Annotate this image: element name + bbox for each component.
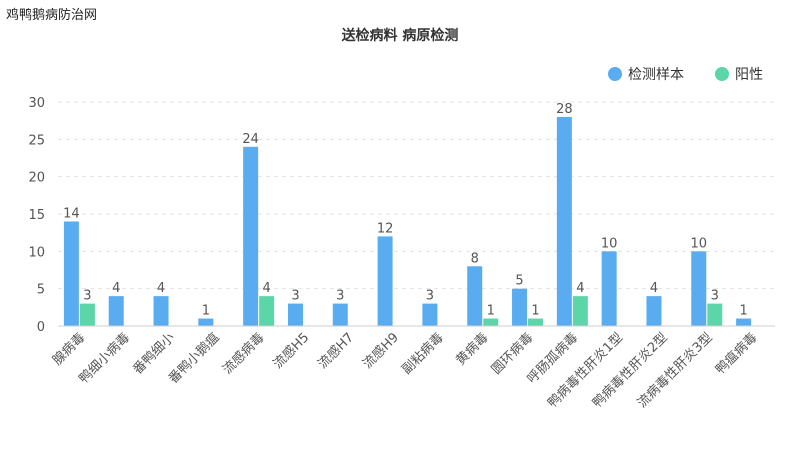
data-label: 4	[263, 281, 271, 296]
data-label: 24	[242, 132, 259, 147]
data-label: 8	[471, 251, 479, 266]
bar-sample	[467, 266, 483, 326]
x-tick-label: 流感H9	[359, 330, 401, 372]
data-label: 10	[601, 236, 618, 251]
data-label: 3	[291, 289, 299, 304]
x-tick-label: 流感H7	[315, 330, 357, 372]
legend-label: 检测样本	[628, 67, 684, 83]
x-tick-label: 鸭瘟病毒	[712, 330, 760, 378]
y-tick-label: 5	[37, 283, 45, 298]
data-label: 3	[83, 289, 91, 304]
bar-positive	[483, 318, 499, 326]
data-label: 3	[426, 289, 434, 304]
watermark: 鸡鸭鹅病防治网	[6, 8, 98, 23]
bar-sample	[377, 236, 393, 326]
bar-sample	[556, 116, 572, 326]
legend-swatch	[608, 67, 622, 81]
bar-sample	[736, 318, 752, 326]
data-label: 1	[487, 304, 495, 319]
data-label: 12	[377, 221, 394, 236]
legend-swatch	[715, 67, 729, 81]
data-label: 4	[112, 281, 120, 296]
bar-sample	[108, 296, 124, 326]
y-tick-label: 0	[37, 320, 45, 335]
bar-sample	[287, 303, 303, 326]
y-tick-label: 15	[28, 208, 45, 223]
bar-sample	[512, 288, 528, 326]
data-label: 4	[650, 281, 658, 296]
bar-sample	[198, 318, 214, 326]
bar-sample	[153, 296, 169, 326]
y-tick-label: 10	[28, 245, 45, 260]
bar-sample	[332, 303, 348, 326]
x-tick-label: 黄病毒	[453, 330, 491, 368]
data-label: 1	[739, 304, 747, 319]
data-label: 4	[157, 281, 165, 296]
legend: 检测样本 阳性	[608, 67, 763, 83]
bar-sample	[243, 146, 259, 326]
x-tick-label: 流感病毒	[219, 330, 267, 378]
bar-positive	[79, 303, 95, 326]
data-label: 3	[711, 289, 719, 304]
y-tick-label: 20	[28, 171, 45, 186]
bar-sample	[646, 296, 662, 326]
bar-positive	[707, 303, 723, 326]
bar-sample	[422, 303, 438, 326]
x-tick-label: 流感H5	[270, 330, 312, 372]
legend-label: 阳性	[735, 67, 763, 83]
bar-sample	[63, 221, 79, 326]
x-tick-label: 副粘病毒	[399, 330, 446, 377]
bar-sample	[601, 251, 617, 326]
data-label: 1	[202, 304, 210, 319]
bar-positive	[528, 318, 544, 326]
bar-positive	[259, 296, 275, 326]
chart-title: 送检病料 病原检测	[341, 27, 459, 44]
y-tick-label: 30	[28, 96, 45, 111]
bar-sample	[691, 251, 707, 326]
data-label: 28	[556, 102, 573, 117]
data-label: 4	[576, 281, 584, 296]
bar-positive	[572, 296, 588, 326]
y-axis: 0 5 10 15 20 25 30	[28, 96, 45, 335]
data-label: 1	[531, 304, 539, 319]
x-tick-label: 腺病毒	[50, 330, 88, 368]
data-label: 10	[691, 236, 708, 251]
data-label: 3	[336, 289, 344, 304]
data-label: 5	[515, 274, 523, 289]
grid-lines	[58, 101, 775, 290]
data-label: 14	[63, 206, 80, 221]
y-tick-label: 25	[28, 133, 45, 148]
